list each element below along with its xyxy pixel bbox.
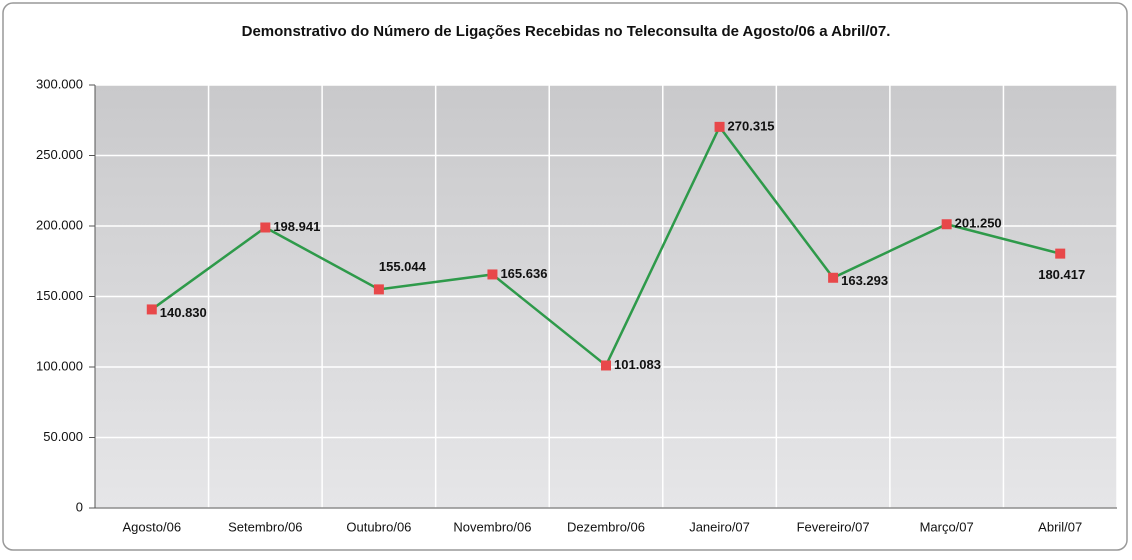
y-tick-label: 0	[76, 499, 83, 514]
y-tick-label: 150.000	[36, 288, 83, 303]
x-tick-label: Novembro/06	[453, 519, 531, 534]
y-tick-label: 50.000	[43, 429, 83, 444]
data-label: 163.293	[841, 273, 888, 288]
data-point	[1055, 248, 1066, 259]
x-tick-label: Outubro/06	[346, 519, 411, 534]
y-tick-label: 250.000	[36, 147, 83, 162]
data-point	[146, 304, 157, 315]
data-point	[941, 219, 952, 230]
data-point	[601, 360, 611, 371]
y-tick-label: 100.000	[36, 358, 83, 373]
x-tick-label: Abril/07	[1038, 519, 1082, 534]
data-label: 140.830	[160, 305, 207, 320]
data-label: 180.417	[1038, 267, 1085, 282]
chart-title: Demonstrativo do Número de Ligações Rece…	[242, 23, 891, 40]
x-tick-label: Fevereiro/07	[797, 519, 870, 534]
x-tick-label: Março/07	[920, 519, 974, 534]
x-tick-label: Janeiro/07	[689, 519, 750, 534]
y-tick-label: 300.000	[36, 76, 83, 91]
data-label: 101.083	[614, 357, 661, 372]
y-tick-label: 200.000	[36, 217, 83, 232]
x-tick-label: Dezembro/06	[567, 519, 645, 534]
data-point	[714, 121, 725, 132]
data-point	[373, 284, 384, 295]
data-label: 201.250	[955, 216, 1002, 231]
data-label: 270.315	[728, 118, 775, 133]
data-label: 198.941	[273, 219, 320, 234]
data-label: 155.044	[379, 259, 427, 274]
x-tick-label: Agosto/06	[123, 519, 182, 534]
data-point	[260, 222, 271, 233]
data-label: 165.636	[500, 266, 547, 281]
data-point	[828, 272, 839, 283]
x-tick-label: Setembro/06	[228, 519, 302, 534]
data-point	[487, 269, 498, 280]
